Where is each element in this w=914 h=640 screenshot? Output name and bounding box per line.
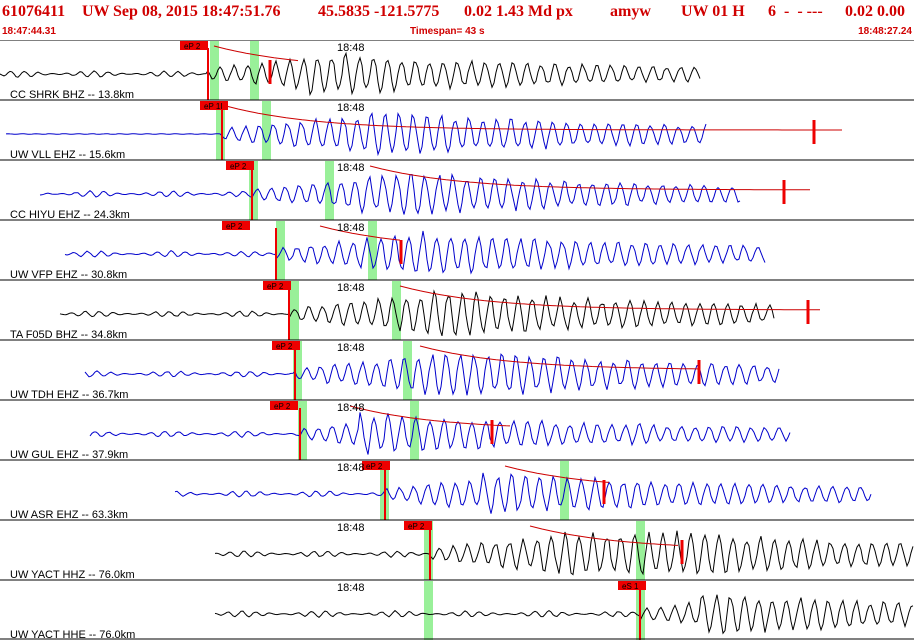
station-channel-label: UW VFP EHZ -- 30.8km [10,269,127,281]
trace-row[interactable]: eP 2 18:48 UW GUL EHZ -- 37.9km [0,399,914,461]
phase-window-band [216,101,225,160]
coda-fit-curve [349,405,511,427]
time-tick-label: 18:48 [337,222,365,234]
coda-fit-curve [419,345,700,370]
event-magnitude: 0.02 1.43 Md px [464,3,573,20]
phase-window-band [424,581,433,640]
phase-window-band [368,221,377,280]
coda-fit-curve [504,465,610,483]
event-location: 45.5835 -121.5775 [318,3,440,20]
waveform-trace[interactable] [84,353,780,396]
trace-row[interactable]: eP 2 18:48 CC SHRK BHZ -- 13.8km [0,40,914,101]
phase-pick-flag[interactable] [180,41,208,50]
time-tick-label: 18:48 [337,42,365,54]
time-subheader: 18:47:44.31 Timespan= 43 s 18:48:27.24 [0,26,914,40]
coda-fit-curve [319,225,401,241]
phase-window-band [325,161,334,220]
station-channel-label: CC SHRK BHZ -- 13.8km [10,89,134,101]
phase-pick-label: eP 2 [184,42,201,51]
phase-pick-label: eP 2 [276,342,293,351]
time-tick-label: 18:48 [337,522,365,534]
start-time: 18:47:44.31 [2,26,56,37]
station-channel-label: UW TDH EHZ -- 36.7km [10,389,128,401]
phase-pick-flag[interactable] [200,101,228,110]
time-tick-label: 18:48 [337,162,365,174]
time-tick-label: 18:48 [337,102,365,114]
phase-pick-flag[interactable] [362,461,390,470]
phase-pick-flag[interactable] [270,401,298,410]
station-channel-label: UW GUL EHZ -- 37.9km [10,449,128,461]
waveform-trace[interactable] [214,594,914,635]
trace-row[interactable]: eP 2 18:48 UW TDH EHZ -- 36.7km [0,339,914,401]
right-values: 0.02 0.00 [845,3,905,20]
station-channel-label: TA F05D BHZ -- 34.8km [10,329,127,341]
phase-pick-label: eP 2 [274,402,291,411]
time-tick-label: 18:48 [337,342,365,354]
phase-window-band [276,221,285,280]
time-tick-label: 18:48 [337,402,365,414]
count-flags: 6 - - --- [768,3,823,20]
waveform-trace[interactable] [5,111,707,157]
phase-window-band [210,41,219,100]
station-channel-label: UW VLL EHZ -- 15.6km [10,149,125,161]
coda-fit-curve [529,525,679,546]
trace-row[interactable]: eP 2 18:48 CC HIYU EHZ -- 24.3km [0,159,914,221]
waveform-trace[interactable] [64,230,766,275]
trace-row[interactable]: eP 2 18:48 TA F05D BHZ -- 34.8km [0,279,914,341]
waveform-trace[interactable] [59,289,775,337]
coda-fit-curve [369,165,810,191]
phase-pick-label: eP 2 [226,222,243,231]
end-time: 18:48:27.24 [858,26,912,37]
phase-pick-flag[interactable] [272,341,300,350]
phase-pick-label: eP 2 [366,462,383,471]
station-channel-label: UW ASR EHZ -- 63.3km [10,509,128,521]
phase-window-band [262,101,271,160]
phase-window-band [290,281,299,340]
phase-window-band [410,401,419,460]
trace-row[interactable]: eP 2 18:48 UW VFP EHZ -- 30.8km [0,219,914,281]
coda-fit-curve [225,105,842,131]
time-tick-label: 18:48 [337,282,365,294]
trace-row[interactable]: eP 2 18:48 UW YACT HHZ -- 76.0km [0,519,914,581]
waveform-trace[interactable] [0,51,701,97]
trace-row[interactable]: eS 1 18:48 UW YACT HHE -- 76.0km [0,579,914,640]
phase-window-band [250,41,259,100]
event-header: 61076411 UW Sep 08, 2015 18:47:51.76 45.… [0,0,914,26]
phase-window-band [636,521,645,580]
phase-pick-label: eP 1I [204,102,223,111]
waveform-trace[interactable] [214,530,914,576]
time-tick-label: 18:48 [337,582,365,594]
phase-pick-flag[interactable] [618,581,646,590]
station-channel-label: CC HIYU EHZ -- 24.3km [10,209,130,221]
station-channel-label: UW YACT HHZ -- 76.0km [10,569,135,581]
phase-window-band [424,521,433,580]
phase-pick-label: eP 2 [267,282,284,291]
coda-fit-curve [399,285,820,311]
phase-pick-label: eS 1 [622,582,639,591]
phase-pick-flag[interactable] [404,521,432,530]
event-datetime: Sep 08, 2015 18:47:51.76 [113,3,281,20]
time-tick-label: 18:48 [337,462,365,474]
phase-window-band [293,341,302,400]
analyst-name: amyw [610,3,651,20]
waveform-trace[interactable] [89,412,791,455]
phase-pick-flag[interactable] [222,221,250,230]
event-status: UW 01 H [681,3,745,20]
phase-pick-label: eP 2 [230,162,247,171]
network-code: UW [82,3,110,20]
phase-window-band [249,161,258,220]
coda-fit-curve [213,45,299,62]
phase-window-band [392,281,401,340]
timespan: Timespan= 43 s [410,26,485,37]
waveform-trace[interactable] [39,172,741,215]
phase-pick-label: eP 2 [408,522,425,531]
phase-pick-flag[interactable] [226,161,254,170]
event-id: 61076411 [2,3,66,20]
station-channel-label: UW YACT HHE -- 76.0km [10,629,135,640]
phase-pick-flag[interactable] [263,281,291,290]
trace-row[interactable]: eP 218:48 UW ASR EHZ -- 63.3km [0,459,914,521]
trace-row[interactable]: eP 1I 18:48 UW VLL EHZ -- 15.6km [0,99,914,161]
waveform-trace[interactable] [174,472,872,514]
